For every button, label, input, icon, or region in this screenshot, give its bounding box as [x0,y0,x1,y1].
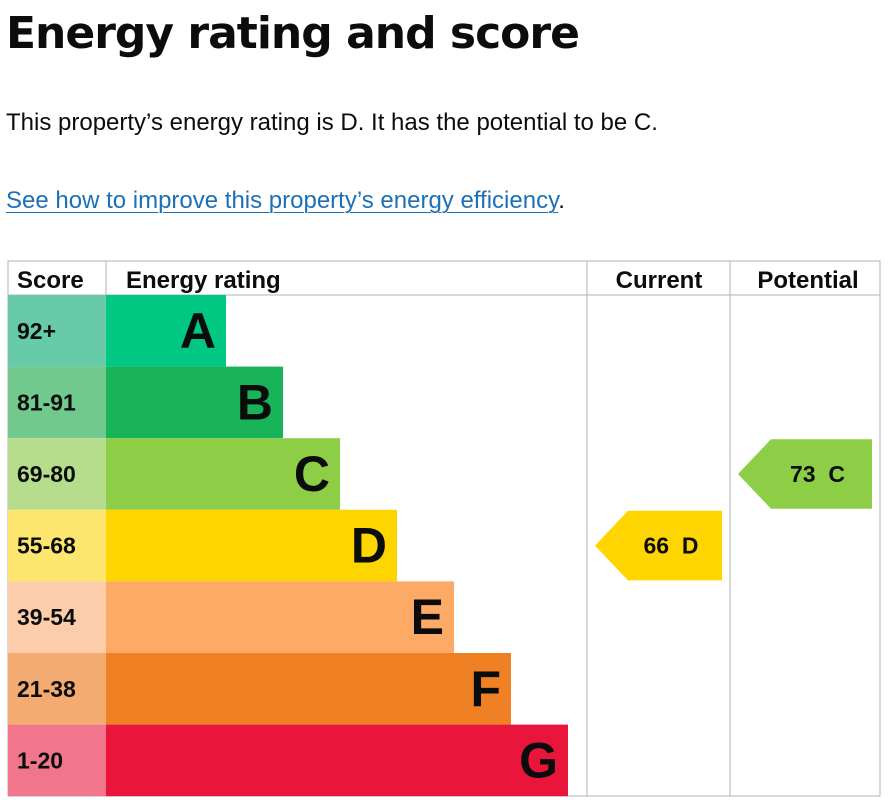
link-suffix: . [558,187,565,214]
rating-letter-e: E [411,589,444,645]
score-range-f: 21-38 [17,676,76,702]
rating-bar-g [106,724,568,797]
score-cell-e [8,581,106,653]
rating-bar-d [106,509,397,582]
score-cell-a [8,295,106,367]
score-range-d: 55-68 [17,533,76,559]
rating-letter-c: C [294,446,330,502]
rating-summary: This property’s energy rating is D. It h… [6,109,658,136]
score-cell-c [8,438,106,510]
header-current: Current [616,267,703,294]
score-cell-d [8,509,106,582]
page-title: Energy rating and score [6,8,580,59]
rating-bar-b [106,366,283,439]
improve-efficiency-link[interactable]: See how to improve this property’s energ… [6,187,559,214]
rating-letter-b: B [237,374,273,430]
rating-bar-e [106,581,454,653]
score-range-e: 39-54 [17,604,76,630]
rating-letter-d: D [351,518,387,574]
score-range-b: 81-91 [17,389,76,415]
rating-bar-a [106,295,226,367]
rating-bar-f [106,653,511,725]
header-potential: Potential [757,267,858,294]
rating-letter-g: G [519,732,558,788]
score-range-a: 92+ [17,318,56,344]
score-cell-g [8,724,106,797]
current-rating-arrow [595,510,722,581]
improve-link-line: See how to improve this property’s energ… [6,184,565,218]
potential-rating-label: 73 C [790,461,845,487]
current-rating-label: 66 D [644,533,699,559]
rating-letter-f: F [470,661,501,717]
score-range-g: 1-20 [17,747,63,773]
header-energy-rating: Energy rating [126,267,281,294]
score-cell-f [8,653,106,725]
potential-rating-arrow [738,439,872,509]
score-range-c: 69-80 [17,461,76,487]
score-cell-b [8,366,106,439]
rating-bar-c [106,438,340,510]
rating-letter-a: A [180,303,216,359]
header-score: Score [17,267,84,294]
